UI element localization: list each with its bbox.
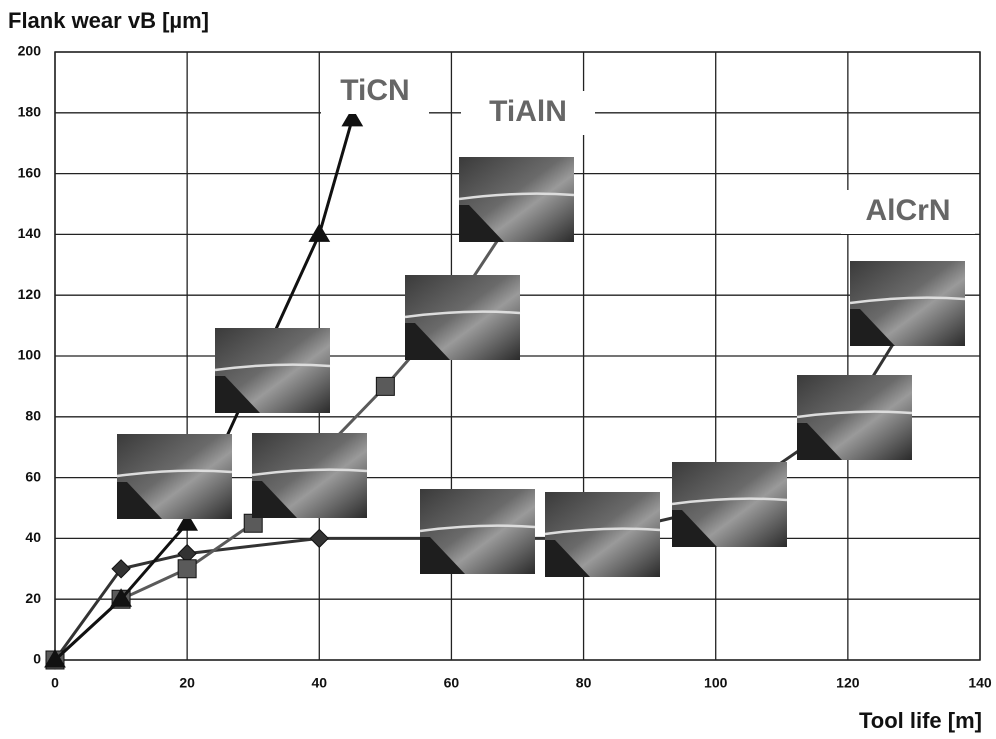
marker bbox=[376, 377, 394, 395]
x-tick-label: 100 bbox=[704, 675, 728, 691]
y-tick-label: 60 bbox=[25, 468, 41, 484]
x-axis-title: Tool life [m] bbox=[859, 708, 982, 733]
y-tick-label: 200 bbox=[18, 43, 42, 59]
y-tick-label: 0 bbox=[33, 651, 41, 667]
y-tick-label: 180 bbox=[18, 104, 42, 120]
x-tick-label: 80 bbox=[576, 675, 592, 691]
y-tick-label: 40 bbox=[25, 529, 41, 545]
y-axis-title: Flank wear vB [µm] bbox=[8, 8, 209, 33]
x-tick-label: 120 bbox=[836, 675, 860, 691]
x-tick-label: 40 bbox=[311, 675, 327, 691]
y-tick-label: 120 bbox=[18, 286, 42, 302]
y-tick-label: 140 bbox=[18, 225, 42, 241]
series-label: TiCN bbox=[340, 74, 409, 107]
y-tick-label: 160 bbox=[18, 164, 42, 180]
page: {"chart_data": {"type": "line", "y_label… bbox=[0, 0, 996, 739]
marker bbox=[310, 529, 328, 547]
y-tick-label: 100 bbox=[18, 347, 42, 363]
series-label: TiAlN bbox=[489, 95, 567, 128]
marker bbox=[178, 560, 196, 578]
x-tick-label: 140 bbox=[968, 675, 992, 691]
x-tick-label: 60 bbox=[444, 675, 460, 691]
x-tick-label: 0 bbox=[51, 675, 59, 691]
chart: Flank wear vB [µm] Tool life [m] 0 20 40 60… bbox=[0, 0, 996, 739]
y-tick-label: 80 bbox=[25, 408, 41, 424]
marker bbox=[309, 224, 329, 241]
x-tick-label: 20 bbox=[179, 675, 195, 691]
series-label: AlCrN bbox=[865, 194, 950, 227]
y-tick-label: 20 bbox=[25, 590, 41, 606]
